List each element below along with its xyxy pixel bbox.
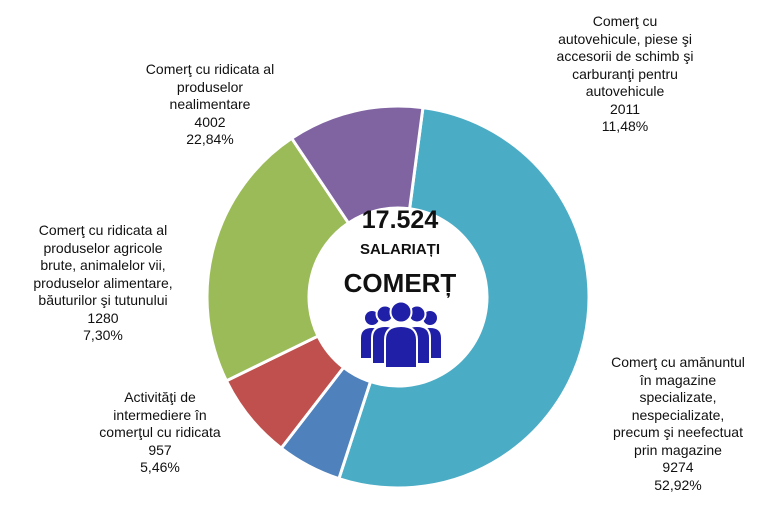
slice-value: 9274 <box>662 459 694 475</box>
slice-label-line: autovehicule, piese şi <box>558 30 692 47</box>
slice-value: 957 <box>148 441 172 458</box>
slice-label-line: Comerţ cu amănuntul <box>611 354 745 370</box>
slice-percent: 52,92% <box>654 476 702 493</box>
slice-label-line: specializate, <box>639 389 717 405</box>
slice-label-line: Comerţ cu ridicata al <box>145 61 275 77</box>
slice-label-line: nealimentare <box>169 96 251 112</box>
donut-slice-4 <box>205 136 351 383</box>
slice-label-line: intermediere în <box>113 406 207 423</box>
slice-label-line: nespecializate, <box>631 406 725 423</box>
slice-label-5: Comerţ cu autovehicule, piese şi accesorii… <box>530 13 720 136</box>
slice-percent: 22,84% <box>186 131 234 147</box>
slice-percent: 7,30% <box>83 327 123 343</box>
slice-value: 4002 <box>194 113 226 130</box>
slice-label-4: Comerţ cu ridicata al produselor nealiment… <box>115 61 305 149</box>
slice-label-line: accesorii de schimb şi <box>556 48 694 64</box>
slice-label-line: precum şi neefectuat <box>613 424 743 440</box>
slice-label-2: Activităţi de intermediere în comerţul cu … <box>75 389 245 477</box>
slice-percent: 5,46% <box>140 459 180 475</box>
slice-label-line: carburanţi pentru <box>572 65 678 82</box>
donut-slice-1 <box>337 105 591 490</box>
slice-percent: 11,48% <box>601 118 649 134</box>
slice-label-3: Comerţ cu ridicata al produselor agricole… <box>3 222 203 345</box>
slice-label-line: Activităţi de <box>124 389 196 405</box>
slice-label-line: Comerţ cu <box>592 13 658 29</box>
slice-value: 2011 <box>609 100 641 117</box>
slice-label-line: produselor <box>176 78 244 95</box>
sector-title: COMERȚ <box>343 268 457 298</box>
slice-label-line: autovehicule <box>585 83 665 99</box>
slice-label-1: Comerţ cu amănuntul în magazine specializa… <box>588 354 768 494</box>
slice-label-line: prin magazine <box>634 441 722 458</box>
slice-value: 1280 <box>87 309 119 326</box>
donut-slice-5 <box>289 104 425 226</box>
slice-label-line: comerţul cu ridicata <box>99 424 221 440</box>
employees-label: SALARIAȚI <box>360 241 440 258</box>
slice-label-line: Comerţ cu ridicata al <box>38 222 168 238</box>
slice-label-line: produselor alimentare, <box>33 274 173 291</box>
employee-total: 17.524 <box>361 206 439 234</box>
people-group-icon <box>361 300 441 369</box>
slice-label-line: băuturilor şi tutunului <box>38 292 168 308</box>
slice-label-line: în magazine <box>639 371 717 388</box>
slice-label-line: brute, animalelor vii, <box>40 257 166 273</box>
slice-label-line: produselor agricole <box>43 239 163 256</box>
